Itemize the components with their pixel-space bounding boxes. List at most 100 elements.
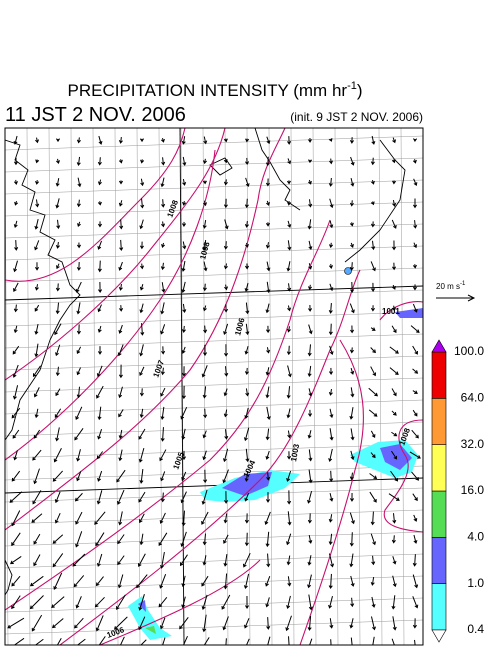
wind-arrow bbox=[139, 241, 144, 250]
wind-arrow bbox=[371, 596, 376, 608]
isobar bbox=[383, 419, 423, 533]
colorbar-label: 16.0 bbox=[461, 483, 485, 497]
wind-arrow bbox=[308, 284, 313, 291]
wind-arrow bbox=[307, 616, 312, 631]
wind-arrow bbox=[202, 533, 207, 546]
wind-arrow bbox=[12, 345, 20, 355]
colorbar-bin bbox=[431, 537, 447, 584]
wind-arrow bbox=[329, 283, 334, 292]
wind-arrow bbox=[13, 135, 18, 145]
wind-arrow bbox=[266, 261, 271, 272]
wind-arrow bbox=[244, 198, 249, 209]
wind-arrow bbox=[138, 428, 146, 440]
wind-arrow bbox=[287, 490, 292, 505]
wind-arrow bbox=[118, 324, 123, 334]
wind-arrow bbox=[29, 595, 44, 610]
grid-line bbox=[114, 128, 119, 645]
wind-arrow bbox=[412, 409, 418, 417]
wind-arrow bbox=[328, 596, 333, 609]
wind-arrow bbox=[328, 367, 334, 375]
wind-arrow bbox=[160, 177, 165, 188]
wind-arrow bbox=[11, 407, 21, 419]
wind-arrow bbox=[350, 575, 355, 587]
wind-arrow bbox=[413, 178, 418, 187]
wind-arrow bbox=[181, 325, 186, 333]
wind-arrow bbox=[181, 260, 186, 272]
wind-arrow bbox=[371, 135, 376, 145]
wind-arrow bbox=[95, 532, 105, 547]
wind-arrow bbox=[412, 390, 418, 394]
wind-arrow bbox=[265, 531, 270, 548]
grid-line bbox=[5, 575, 423, 591]
wind-arrow bbox=[202, 220, 207, 229]
wind-arrow bbox=[181, 346, 186, 354]
wind-arrow bbox=[349, 532, 354, 547]
wind-arrow bbox=[118, 511, 123, 526]
wind-arrow bbox=[55, 138, 61, 143]
wind-arrow bbox=[223, 409, 228, 418]
wind-arrow bbox=[307, 138, 313, 143]
wind-arrow bbox=[308, 449, 313, 462]
wind-arrow bbox=[35, 137, 40, 144]
wind-arrow bbox=[223, 554, 228, 567]
wind-arrow bbox=[158, 532, 168, 546]
wind-arrow bbox=[35, 159, 40, 164]
wind-arrow bbox=[140, 639, 147, 645]
wind-arrow bbox=[74, 617, 84, 629]
wind-arrow bbox=[202, 386, 207, 399]
graticule bbox=[5, 128, 423, 645]
wind-arrow bbox=[265, 178, 270, 187]
wind-arrow bbox=[97, 325, 102, 333]
wind-arrow bbox=[328, 177, 333, 187]
wind-arrow bbox=[244, 346, 249, 355]
wind-arrow bbox=[138, 616, 146, 631]
wind-scale-superscript: -1 bbox=[460, 281, 466, 287]
wind-arrow bbox=[52, 534, 64, 544]
wind-arrow bbox=[116, 469, 126, 483]
wind-arrow bbox=[413, 138, 418, 143]
wind-arrow bbox=[350, 242, 354, 248]
wind-arrow bbox=[308, 159, 313, 164]
wind-arrow bbox=[181, 221, 187, 228]
wind-arrow bbox=[286, 595, 291, 609]
wind-arrow bbox=[412, 493, 418, 502]
wind-arrow bbox=[7, 617, 25, 629]
wind-arrow bbox=[328, 388, 333, 396]
wind-arrow bbox=[242, 552, 251, 568]
wind-arrow bbox=[410, 325, 420, 333]
wind-arrow bbox=[55, 366, 60, 377]
wind-arrow bbox=[349, 137, 354, 144]
wind-arrow bbox=[159, 449, 167, 462]
wind-arrow bbox=[307, 365, 312, 378]
wind-arrow bbox=[391, 431, 398, 437]
wind-arrow bbox=[286, 408, 291, 419]
wind-arrow bbox=[307, 513, 312, 524]
wind-arrow bbox=[267, 636, 271, 645]
wind-arrow bbox=[182, 241, 187, 250]
wind-arrow bbox=[246, 638, 250, 645]
wind-arrow bbox=[55, 302, 60, 315]
wind-arrow bbox=[181, 136, 186, 145]
wind-arrow bbox=[224, 366, 229, 377]
grid-line bbox=[378, 128, 383, 645]
wind-arrow bbox=[118, 449, 123, 462]
isobar bbox=[5, 219, 331, 611]
coastline bbox=[344, 139, 406, 263]
wind-arrow bbox=[265, 450, 270, 460]
wind-arrow bbox=[350, 156, 355, 166]
wind-arrow bbox=[288, 636, 290, 645]
wind-arrow bbox=[138, 594, 145, 611]
wind-arrow bbox=[98, 281, 103, 293]
wind-arrow bbox=[160, 262, 165, 271]
wind-arrow bbox=[286, 386, 291, 399]
wind-arrow bbox=[244, 470, 249, 482]
wind-arrow bbox=[117, 534, 125, 545]
colorbar-label: 1.0 bbox=[467, 576, 484, 590]
wind-arrow bbox=[35, 199, 40, 208]
wind-arrow bbox=[97, 260, 102, 273]
wind-arrow bbox=[160, 427, 165, 442]
wind-arrow bbox=[413, 514, 418, 522]
wind-arrow bbox=[287, 576, 292, 587]
colorbar-bin bbox=[431, 398, 447, 445]
wind-arrow bbox=[370, 452, 376, 459]
